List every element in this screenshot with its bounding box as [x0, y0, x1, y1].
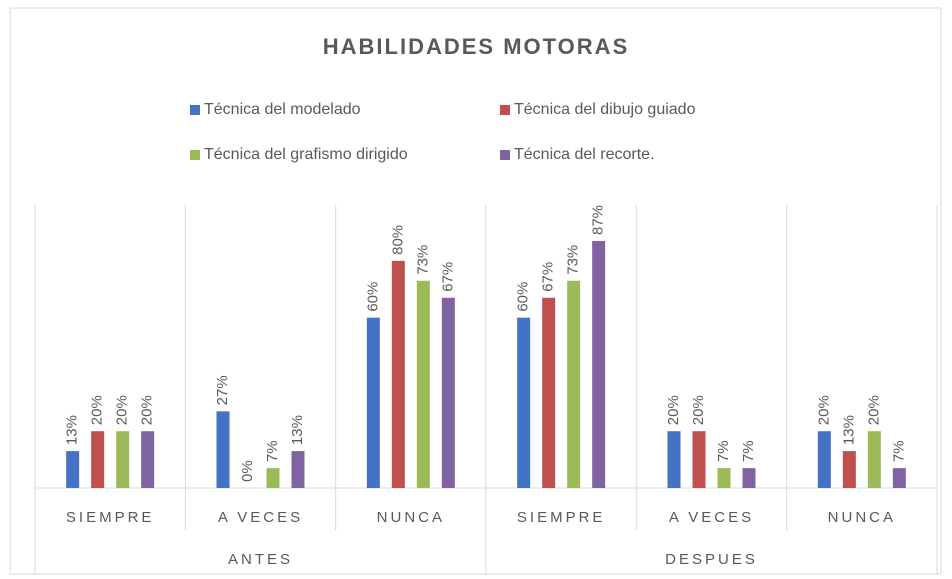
legend-swatch: [500, 105, 510, 115]
value-label: 20%: [665, 395, 682, 425]
bar: [667, 431, 681, 488]
bar: [391, 260, 405, 488]
value-label: 20%: [865, 395, 882, 425]
legend-label: Técnica del recorte.: [514, 146, 655, 163]
bar: [291, 451, 305, 488]
bar: [742, 468, 756, 488]
value-label: 13%: [289, 415, 306, 445]
value-label: 67%: [439, 262, 456, 292]
legend-swatch: [190, 105, 200, 115]
bar: [717, 468, 731, 488]
value-label: 80%: [389, 225, 406, 255]
value-label: 7%: [740, 440, 757, 462]
value-label: 67%: [540, 262, 557, 292]
value-label: 7%: [264, 440, 281, 462]
legend-label: Técnica del dibujo guiado: [514, 101, 696, 118]
x-tick-label: SIEMPRE: [517, 509, 606, 526]
bar: [216, 411, 230, 488]
bar: [366, 317, 380, 488]
x-tick-label: A VECES: [218, 509, 303, 526]
bar: [692, 431, 706, 488]
value-label: 73%: [565, 245, 582, 275]
legend-swatch: [500, 150, 510, 160]
value-label: 20%: [89, 395, 106, 425]
value-label: 20%: [815, 395, 832, 425]
bar: [892, 468, 906, 488]
bar: [91, 431, 105, 488]
x-tick-label: NUNCA: [828, 509, 896, 526]
chart-title: HABILIDADES MOTORAS: [323, 34, 630, 59]
value-label: 87%: [590, 205, 607, 235]
value-label: 7%: [715, 440, 732, 462]
value-label: 20%: [114, 395, 131, 425]
bar: [116, 431, 130, 488]
x-tick-label: NUNCA: [377, 509, 445, 526]
legend-label: Técnica del modelado: [204, 101, 361, 118]
value-label: 13%: [64, 415, 81, 445]
bar: [141, 431, 155, 488]
value-label: 20%: [139, 395, 156, 425]
legend-swatch: [190, 150, 200, 160]
legend-label: Técnica del grafismo dirigido: [204, 146, 408, 163]
bar: [266, 468, 280, 488]
x-tick-label: A VECES: [669, 509, 754, 526]
group-label: DESPUES: [665, 551, 758, 568]
group-label: ANTES: [228, 551, 293, 568]
value-label: 7%: [890, 440, 907, 462]
value-label: 60%: [515, 282, 532, 312]
bar: [66, 451, 80, 488]
value-label: 60%: [364, 282, 381, 312]
bar: [416, 280, 430, 488]
value-label: 27%: [214, 375, 231, 405]
value-label: 0%: [239, 460, 256, 482]
bar: [441, 297, 455, 488]
bar: [542, 297, 556, 488]
bar: [817, 431, 831, 488]
bar: [867, 431, 881, 488]
bar: [592, 241, 606, 488]
value-label: 20%: [690, 395, 707, 425]
bar: [842, 451, 856, 488]
value-label: 13%: [840, 415, 857, 445]
chart-border: [9, 7, 942, 575]
bar: [517, 317, 531, 488]
bar: [567, 280, 581, 488]
value-label: 73%: [414, 245, 431, 275]
x-tick-label: SIEMPRE: [66, 509, 155, 526]
